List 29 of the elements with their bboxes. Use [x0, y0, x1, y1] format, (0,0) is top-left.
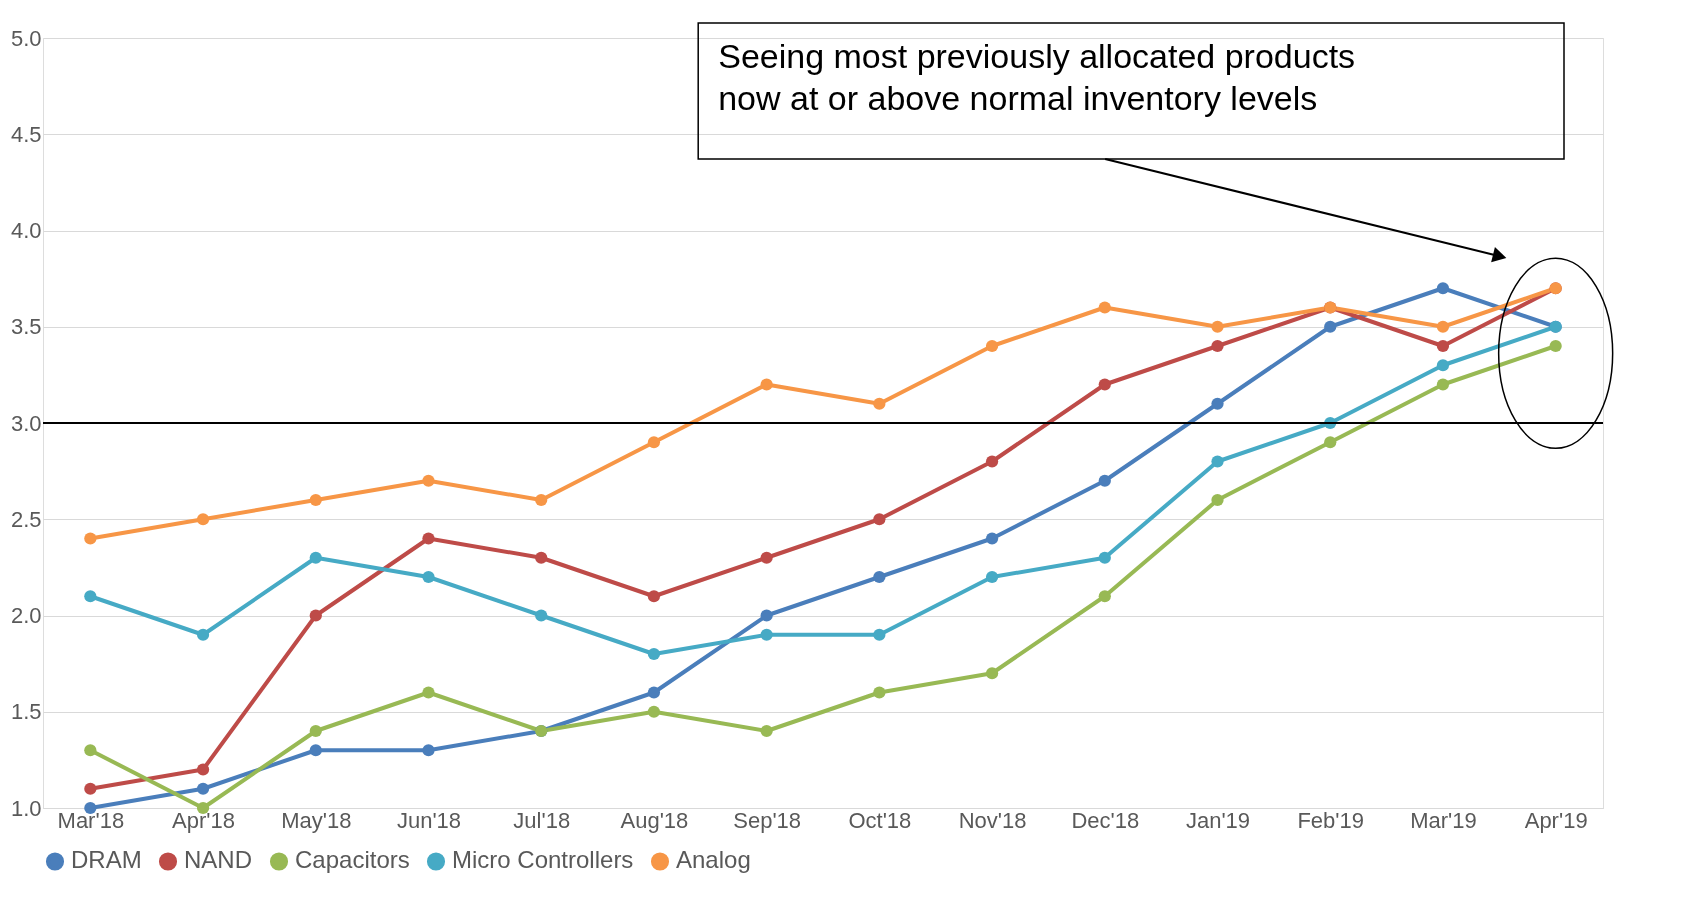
y-tick-label: 3.0: [10, 410, 42, 436]
x-tick-label: Feb'19: [1297, 807, 1365, 833]
x-tick-label: Jan'19: [1185, 807, 1251, 833]
x-tick-label: Mar'19: [1410, 807, 1477, 833]
y-tick-label: 1.5: [10, 699, 42, 725]
y-tick-label: 2.5: [10, 506, 42, 532]
x-tick-label: Sep'18: [733, 807, 802, 833]
x-tick-label: Jul'18: [513, 807, 571, 833]
legend-label: NAND: [184, 846, 253, 874]
y-tick-label: 1.0: [10, 795, 42, 821]
x-tick-label: Mar'18: [57, 807, 125, 833]
x-tick-label: Nov'18: [958, 807, 1027, 833]
x-tick-label: May'18: [281, 807, 352, 833]
x-tick-label: Jun'18: [396, 807, 462, 833]
x-tick-label: Aug'18: [620, 807, 689, 833]
legend-label: Capacitors: [295, 846, 410, 874]
annotation: Seeing most previously allocated products now at or above normal inventory levels: [718, 37, 1356, 117]
legend-label: DRAM: [71, 846, 142, 874]
legend-label: Analog: [676, 846, 751, 874]
x-tick-label: Oct'18: [848, 807, 912, 833]
y-tick-label: 2.0: [10, 603, 42, 628]
x-tick-label: Apr'19: [1524, 807, 1588, 833]
x-tick-label: Apr'18: [172, 807, 236, 833]
y-tick-label: 4.5: [10, 121, 42, 147]
y-tick-label: 3.5: [10, 314, 42, 340]
y-tick-label: 5.0: [10, 25, 42, 51]
x-tick-label: Dec'18: [1071, 807, 1140, 833]
legend-label: Micro Controllers: [452, 846, 634, 874]
y-tick-label: 4.0: [10, 218, 42, 243]
